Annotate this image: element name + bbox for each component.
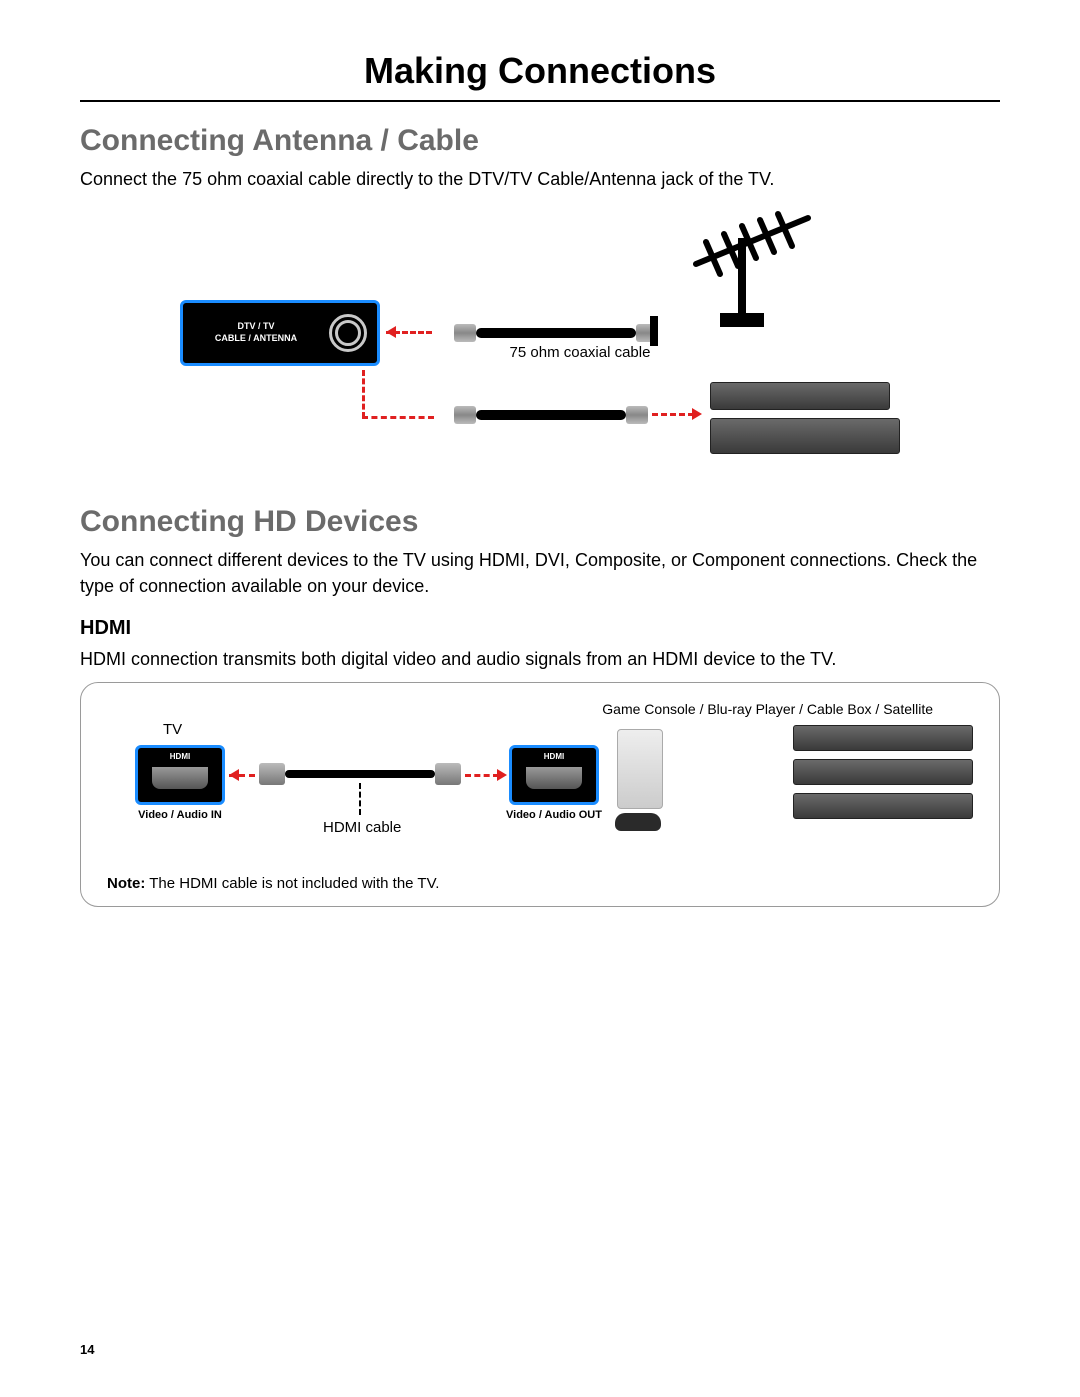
satellite-box-icon (793, 793, 973, 819)
section-antenna-body: Connect the 75 ohm coaxial cable directl… (80, 166, 1000, 192)
coax-cable-label: 75 ohm coaxial cable (480, 344, 680, 361)
hdmi-cable-label: HDMI cable (323, 819, 401, 836)
arrow-line-icon (465, 774, 499, 777)
hdmi-subheading: HDMI (80, 617, 1000, 640)
game-controller-icon (615, 813, 661, 831)
antenna-diagram: DTV / TV CABLE / ANTENNA 75 ohm coaxial … (180, 210, 900, 475)
cable-junction-icon (650, 316, 658, 346)
hdmi-cable-icon (285, 770, 435, 778)
page-number: 14 (80, 1342, 94, 1357)
coax-jack-icon (329, 314, 367, 352)
arrow-line-icon (652, 413, 694, 416)
devices-label: Game Console / Blu-ray Player / Cable Bo… (602, 701, 933, 717)
arrow-head-icon (386, 326, 396, 338)
section-hd-body: You can connect different devices to the… (80, 547, 1000, 599)
game-console-icon (617, 729, 663, 809)
hdmi-plug-icon (259, 763, 285, 785)
device-stack (793, 725, 973, 819)
tv-label: TV (163, 721, 182, 738)
hdmi-note: Note: The HDMI cable is not included wit… (107, 875, 973, 892)
coax-cable-icon (476, 410, 626, 420)
section-hd-heading: Connecting HD Devices (80, 505, 1000, 539)
dtv-port-icon: DTV / TV CABLE / ANTENNA (180, 300, 380, 366)
section-antenna-heading: Connecting Antenna / Cable (80, 124, 1000, 158)
cable-box-icon (793, 759, 973, 785)
dvr-box-icon (710, 418, 900, 454)
coax-cable-icon (476, 328, 636, 338)
cable-box-icon (710, 382, 890, 410)
video-audio-out-label: Video / Audio OUT (499, 809, 609, 821)
arrow-head-icon (497, 769, 507, 781)
arrow-line-icon (362, 416, 434, 419)
hdmi-in-port-icon: HDMI (135, 745, 225, 805)
dash-line-icon (359, 783, 361, 815)
arrow-head-icon (692, 408, 702, 420)
hdmi-plug-icon (435, 763, 461, 785)
hdmi-diagram-panel: Game Console / Blu-ray Player / Cable Bo… (80, 682, 1000, 907)
arrow-line-icon (362, 370, 365, 418)
hdmi-out-port-icon: HDMI (509, 745, 599, 805)
arrow-head-icon (229, 769, 239, 781)
dtv-port-label: DTV / TV CABLE / ANTENNA (193, 321, 319, 344)
video-audio-in-label: Video / Audio IN (127, 809, 233, 821)
bluray-player-icon (793, 725, 973, 751)
antenna-icon (690, 208, 840, 328)
hdmi-body: HDMI connection transmits both digital v… (80, 646, 1000, 672)
page-title: Making Connections (80, 50, 1000, 102)
